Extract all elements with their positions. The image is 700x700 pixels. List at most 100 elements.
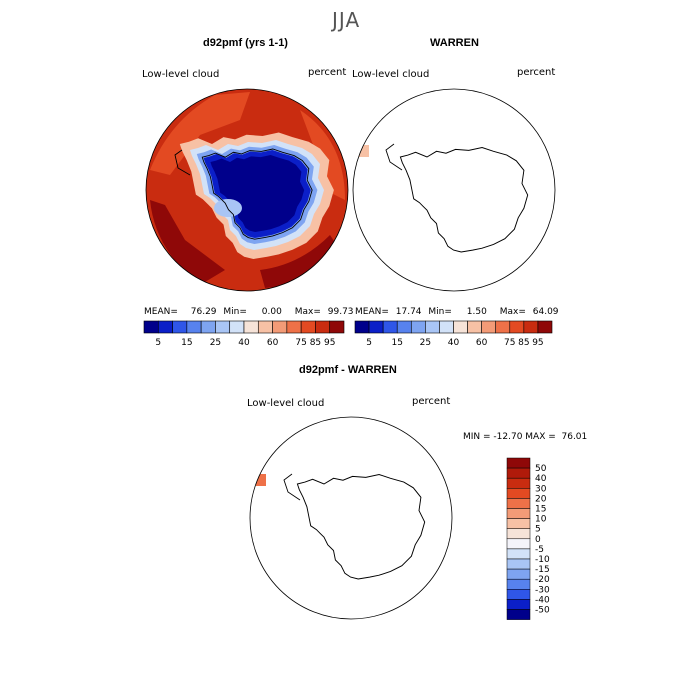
panel-2-colorbar-tick-label: 5 [366,338,372,348]
panel-2-colorbar-tick-label: 60 [476,338,488,348]
panel-3-map-border [249,416,453,620]
panel-3-colorbar-tick-label: 40 [535,474,547,484]
panel-3-colorbar-tick-label: -30 [535,585,550,595]
panel-2-field-patch [355,145,369,157]
panel-2-colorbar-box [495,320,511,334]
panel-3-map [249,416,453,620]
panel-1-colorbar-tick-label: 95 [324,338,335,348]
panel-1-colorbar-box [172,320,188,334]
panel-1-colorbar-tick-label: 15 [181,338,192,348]
panel-2-colorbar-tick-label: 15 [391,338,402,348]
panel-3-colorbar-box [506,488,531,499]
panel-2-stats: MEAN= 17.74 Min= 1.50 Max= 64.09 [355,307,559,317]
panel-2-south-america-tip [385,143,403,171]
panel-1-max-value: 99.73 [327,307,354,317]
panel-3-colorbar-tick-label: -15 [535,565,550,575]
panel-2-colorbar-box [509,320,525,334]
panel-2-colorbar-box [410,320,426,334]
panel-1-stats: MEAN= 76.29 Min= 0.00 Max= 99.73 [144,307,354,317]
panel-2-colorbar: 5 15 25 40 60 75 85 95 [354,320,553,348]
panel-1-title: d92pmf (yrs 1-1) [203,37,288,49]
panel-1-min-label: Min= [223,307,247,317]
panel-1-colorbar-box [229,320,245,334]
panel-3-title: d92pmf - WARREN [299,364,397,376]
panel-2-colorbar-box [453,320,468,334]
panel-2-colorbar-box [467,320,482,334]
panel-1-map [145,88,349,292]
panel-3-colorbar-box [506,538,531,550]
panel-1-colorbar-box [315,320,331,334]
panel-2-units-label: percent [517,67,556,78]
panel-2-min-value: 1.50 [466,307,487,317]
panel-1-colorbar-tick-label: 25 [210,338,221,348]
panel-3-minmax-text: MIN = -12.70 MAX = 76.01 [463,432,588,442]
panel-2-colorbar-box [425,320,440,334]
panel-2-mean-value: 17.74 [395,307,422,317]
panel-1-colorbar-box [200,320,216,334]
panel-1-field-band-south [260,235,340,288]
panel-1-colorbar: 5 15 25 40 60 75 85 95 [143,320,345,348]
panel-1-colorbar-box [243,320,259,334]
panel-1-units-label: percent [308,67,347,78]
panel-3-colorbar-tick-label: -40 [535,595,550,605]
panel-3-colorbar-box [506,599,531,610]
panel-1-colorbar-tick-label: 40 [238,338,250,348]
panel-1-colorbar-box [215,320,231,334]
panel-3-colorbar-tick-label: 5 [535,525,541,535]
panel-3-colorbar-tick-label: 0 [535,535,541,545]
panel-3-colorbar-box [506,528,531,540]
panel-3-colorbar-box [506,589,531,600]
panel-3-colorbar-tick-label: 30 [535,484,547,494]
panel-2-mean-label: MEAN= [355,307,389,317]
panel-3-colorbar-box [506,457,531,469]
panel-3-colorbar-box [506,568,531,580]
panel-1-colorbar-tick-label: 60 [267,338,279,348]
panel-3-colorbar-box [506,609,531,620]
panel-3-colorbar-box [506,578,531,590]
panel-2-colorbar-box [481,320,497,334]
panel-1-colorbar-box [143,320,159,334]
panel-3-field-patch [256,474,266,486]
panel-1-colorbar-box [257,320,273,334]
panel-2-min-label: Min= [428,307,452,317]
panel-3-colorbar-tick-label: 10 [535,515,547,525]
panel-3-colorbar-tick-label: 50 [535,464,547,474]
panel-3-colorbar-box [506,467,531,479]
panel-1-colorbar-box [329,320,345,334]
panel-2-colorbar-tick-label: 85 [518,338,529,348]
panel-2-colorbar-tick-label: 75 [504,338,515,348]
panel-1-field-label: Low-level cloud [142,69,220,80]
panel-2-coastline [399,147,529,253]
panel-1-map-border [145,88,349,292]
panel-3-colorbar-tick-label: -5 [535,545,544,555]
panel-1-colorbar-box [272,320,288,334]
panel-3-colorbar-box [506,518,531,529]
panel-1-field-band-north [150,92,250,175]
panel-3-south-america-tip [283,473,301,501]
season-title: JJA [332,8,361,32]
panel-1-colorbar-tick-label: 75 [295,338,306,348]
panel-1-mean-value: 76.29 [190,307,217,317]
panel-2-title: WARREN [430,37,479,49]
panel-2-colorbar-box [396,320,412,334]
panel-1-max-label: Max= [294,307,321,317]
panel-1-colorbar-box [157,320,173,334]
panel-1-field-band-southwest [150,200,225,285]
panel-1-colorbar-box [300,320,316,334]
panel-2-colorbar-box [382,320,398,334]
panel-2-field-label: Low-level cloud [352,69,430,80]
panel-3-colorbar-box [506,477,531,489]
panel-1-colorbar-box [186,320,202,334]
panel-1-south-america-tip [174,149,191,176]
panel-2-max-value: 64.09 [532,307,559,317]
panel-3-field-label: Low-level cloud [247,398,325,409]
panel-3-colorbar-box [506,498,531,509]
panel-2-colorbar-box [537,320,553,334]
panel-2-colorbar-box [368,320,384,334]
panel-3-colorbar-tick-label: 20 [535,494,547,504]
panel-2-map-border [352,88,556,292]
panel-2-colorbar-tick-label: 40 [448,338,460,348]
panel-2-map [352,88,556,292]
